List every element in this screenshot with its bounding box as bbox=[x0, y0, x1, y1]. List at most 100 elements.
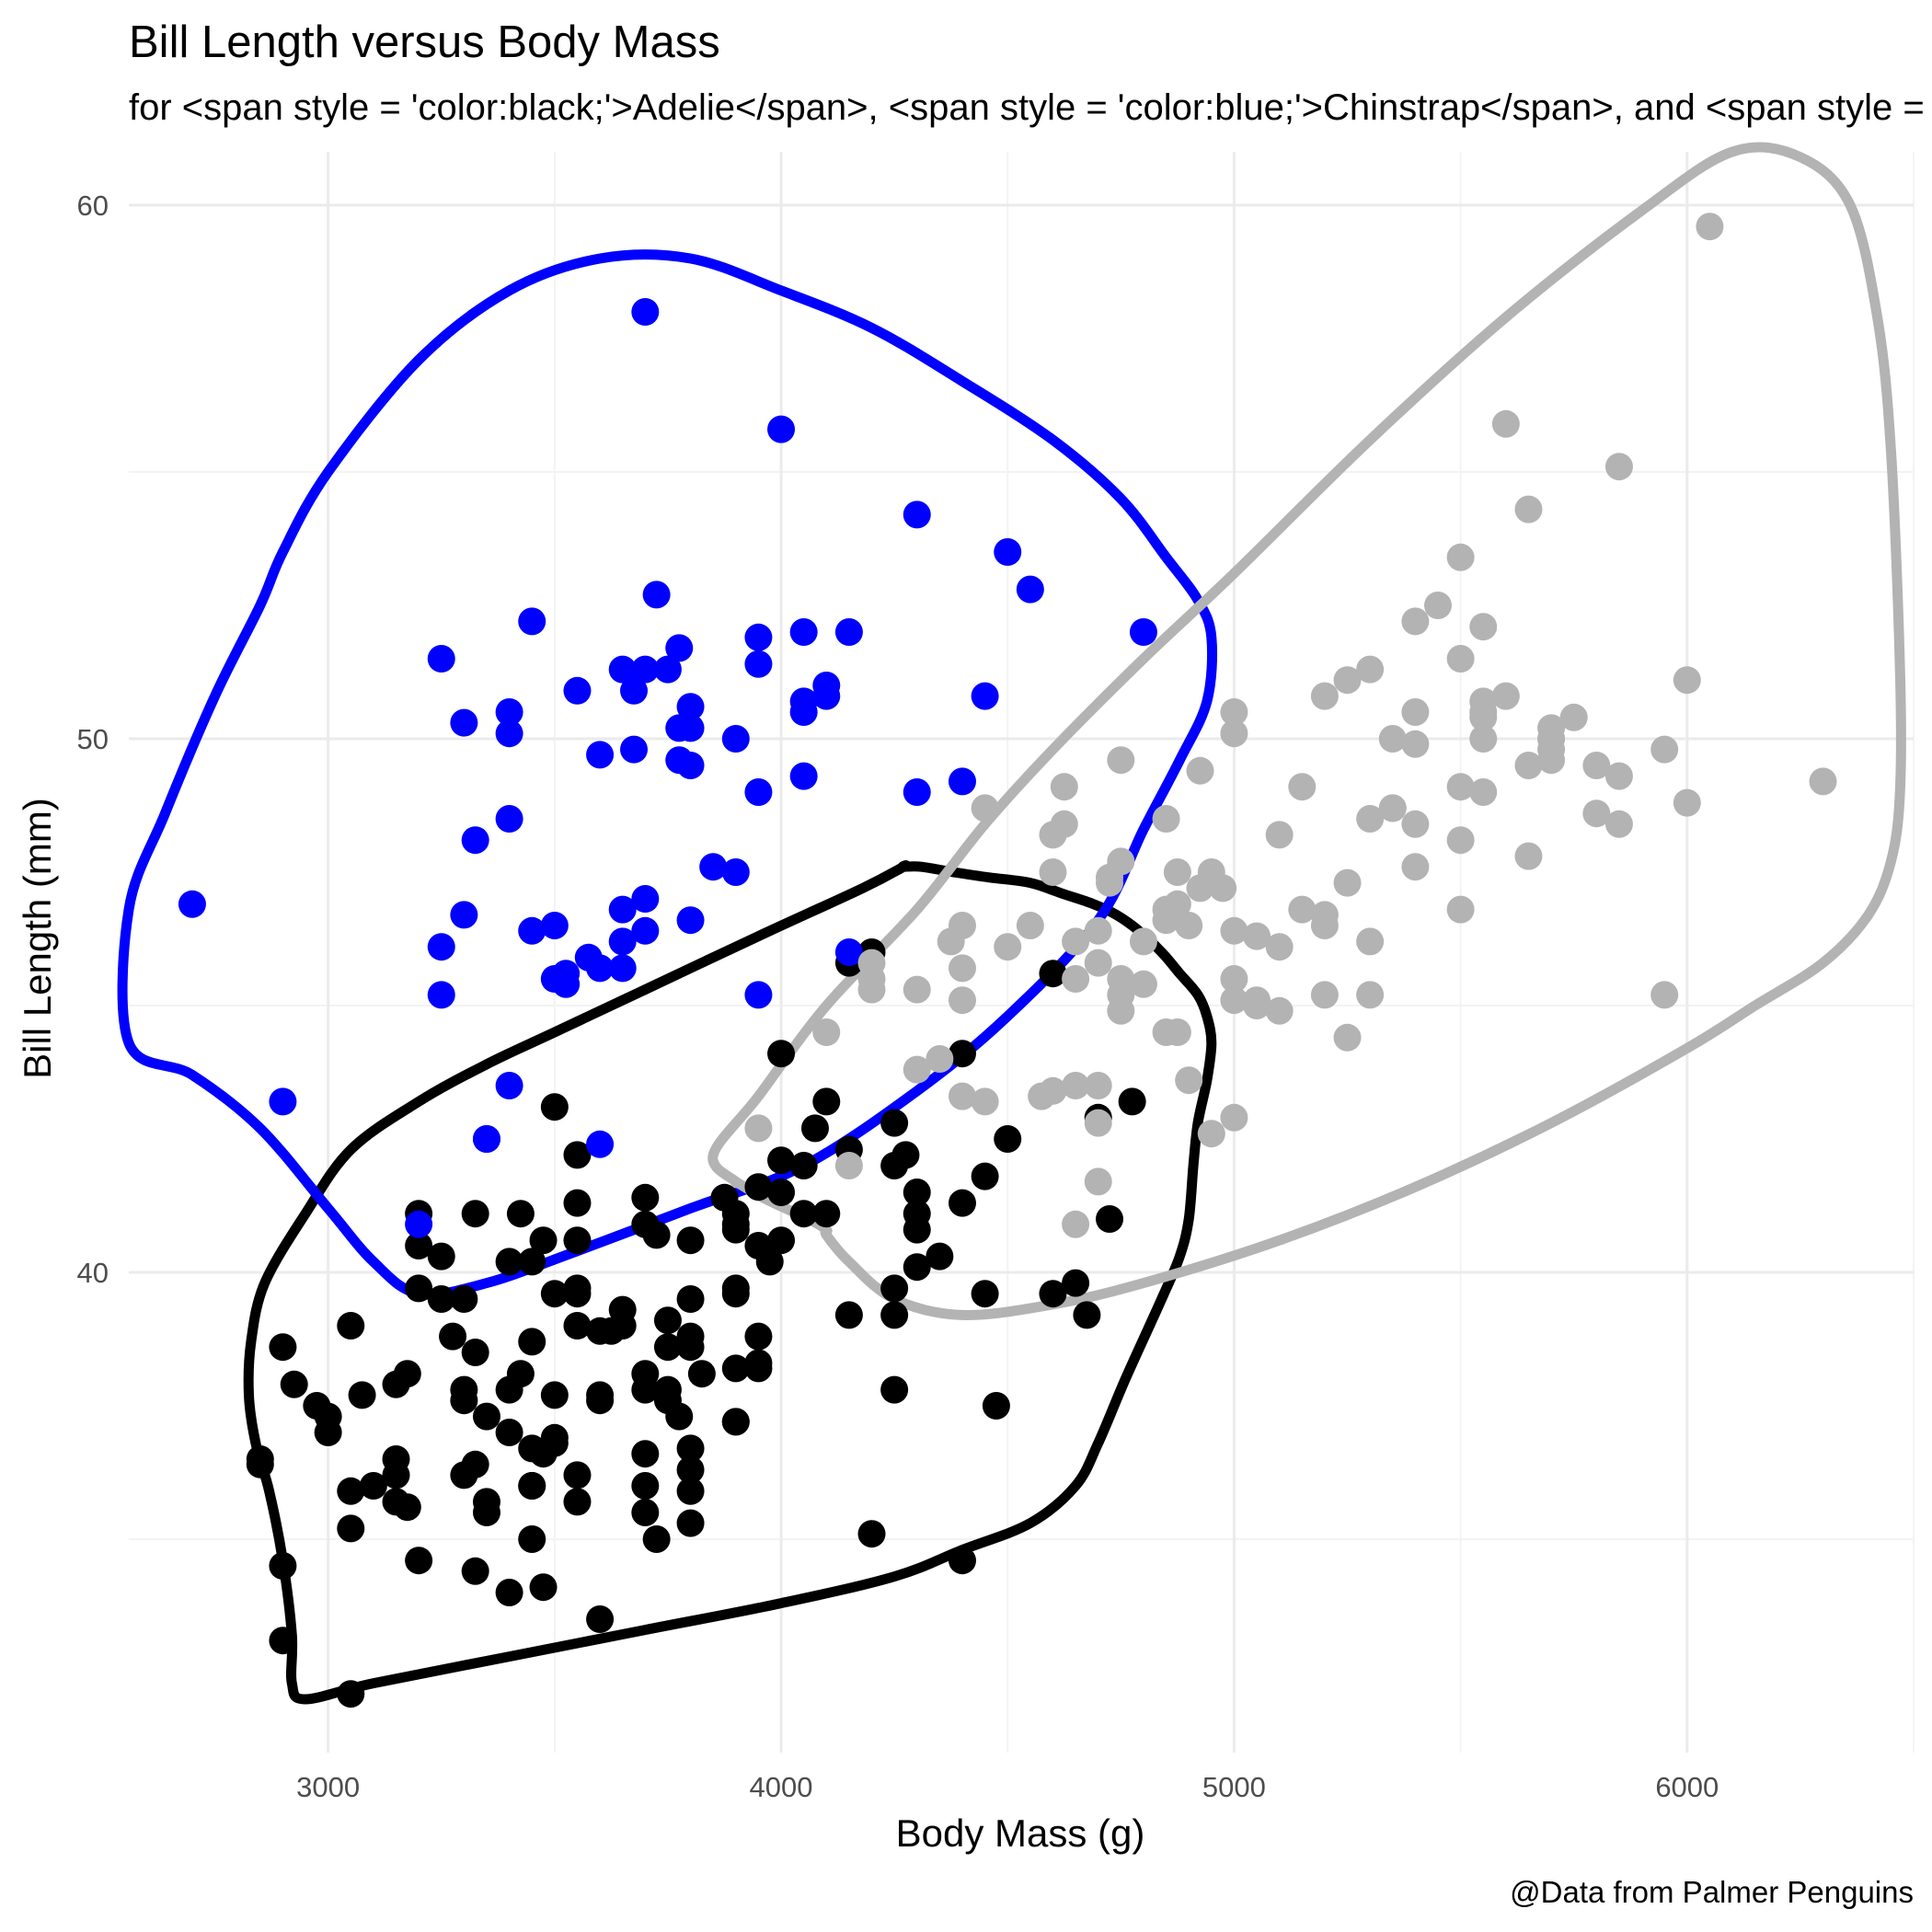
data-point bbox=[948, 1082, 976, 1110]
data-point bbox=[676, 1455, 705, 1484]
data-point bbox=[1220, 965, 1248, 993]
data-point bbox=[529, 1226, 558, 1255]
chart-subtitle: for <span style = 'color:black;'>Adelie<… bbox=[129, 87, 1932, 128]
data-point bbox=[1028, 1082, 1056, 1110]
data-point bbox=[721, 1354, 750, 1383]
data-point bbox=[744, 1114, 773, 1143]
data-point bbox=[1129, 970, 1157, 998]
data-point bbox=[1333, 666, 1362, 695]
data-point bbox=[563, 1189, 592, 1217]
data-point bbox=[631, 1183, 660, 1212]
data-point bbox=[699, 853, 728, 881]
data-point bbox=[903, 1179, 931, 1206]
data-point bbox=[1016, 912, 1044, 939]
data-point bbox=[608, 655, 637, 684]
y-axis-label: Bill Length (mm) bbox=[16, 798, 59, 1079]
data-point bbox=[495, 1419, 523, 1446]
x-tick-label: 6000 bbox=[1655, 1771, 1719, 1803]
data-point bbox=[653, 1306, 682, 1335]
data-point bbox=[586, 1605, 615, 1633]
data-point bbox=[1401, 698, 1430, 726]
data-point bbox=[1514, 842, 1543, 870]
data-point bbox=[642, 1221, 671, 1249]
data-point bbox=[1186, 874, 1214, 903]
data-point bbox=[472, 1125, 500, 1153]
data-point bbox=[450, 1386, 478, 1415]
data-point bbox=[1197, 1120, 1225, 1148]
data-point bbox=[495, 719, 523, 748]
density-contour-2 bbox=[707, 142, 1906, 1320]
data-point bbox=[427, 1242, 455, 1271]
data-point bbox=[812, 1087, 841, 1116]
data-point bbox=[721, 725, 750, 753]
data-point bbox=[721, 1280, 750, 1308]
data-point bbox=[834, 1301, 863, 1329]
data-point bbox=[518, 607, 546, 636]
data-point bbox=[269, 1552, 297, 1580]
data-point bbox=[1310, 682, 1339, 710]
data-point bbox=[812, 1200, 841, 1228]
data-point bbox=[529, 1440, 558, 1468]
data-point bbox=[337, 1312, 365, 1340]
data-point bbox=[178, 890, 206, 918]
data-point bbox=[563, 1274, 592, 1303]
data-point bbox=[1401, 607, 1430, 636]
data-point bbox=[948, 767, 976, 796]
data-point bbox=[1491, 409, 1520, 438]
data-point bbox=[1220, 1103, 1248, 1132]
data-point bbox=[608, 895, 637, 924]
data-point bbox=[506, 1360, 535, 1388]
data-point bbox=[1163, 1018, 1191, 1046]
chart-caption: @Data from Palmer Penguins bbox=[1510, 1875, 1914, 1909]
data-point bbox=[744, 981, 773, 1009]
data-point bbox=[948, 1547, 976, 1575]
data-point bbox=[971, 1280, 999, 1308]
data-point bbox=[971, 1162, 999, 1190]
data-point bbox=[269, 1333, 297, 1362]
data-point bbox=[948, 1040, 976, 1068]
data-point bbox=[540, 1093, 569, 1121]
data-point bbox=[269, 1087, 297, 1116]
data-point bbox=[631, 655, 660, 684]
data-point bbox=[1469, 613, 1498, 641]
data-point bbox=[586, 954, 615, 983]
data-point bbox=[926, 1242, 954, 1271]
data-point bbox=[1096, 1205, 1124, 1233]
data-point bbox=[665, 746, 694, 775]
chart-title: Bill Length versus Body Mass bbox=[129, 17, 720, 67]
data-point bbox=[1514, 752, 1543, 779]
data-point bbox=[926, 1045, 954, 1073]
data-point bbox=[642, 581, 671, 609]
data-point bbox=[994, 538, 1022, 566]
data-point bbox=[903, 1055, 931, 1084]
data-point bbox=[676, 1285, 705, 1313]
data-point bbox=[427, 1285, 455, 1313]
data-point bbox=[1559, 703, 1588, 731]
data-point bbox=[1537, 735, 1566, 764]
data-point bbox=[903, 975, 931, 1004]
data-point bbox=[1446, 826, 1475, 855]
data-point bbox=[1604, 453, 1633, 481]
data-point bbox=[1129, 927, 1157, 956]
data-point bbox=[620, 676, 649, 705]
data-point bbox=[495, 805, 523, 833]
data-point bbox=[767, 1146, 796, 1175]
data-point bbox=[1265, 821, 1294, 849]
data-point bbox=[948, 954, 976, 983]
data-point bbox=[755, 1248, 784, 1276]
data-point bbox=[450, 901, 478, 929]
data-point bbox=[1050, 773, 1078, 801]
data-point bbox=[586, 1386, 615, 1415]
data-point bbox=[994, 933, 1022, 961]
data-point bbox=[1333, 868, 1362, 897]
data-point bbox=[744, 1173, 773, 1202]
data-point bbox=[1050, 810, 1078, 838]
data-point bbox=[393, 1360, 421, 1388]
data-point bbox=[744, 650, 773, 678]
data-point bbox=[529, 1573, 558, 1602]
data-point bbox=[1152, 895, 1180, 924]
y-axis-ticks: 40 50 60 bbox=[77, 190, 109, 1289]
data-point bbox=[246, 1450, 274, 1478]
y-tick-label: 40 bbox=[77, 1257, 109, 1289]
data-point bbox=[1096, 868, 1124, 897]
